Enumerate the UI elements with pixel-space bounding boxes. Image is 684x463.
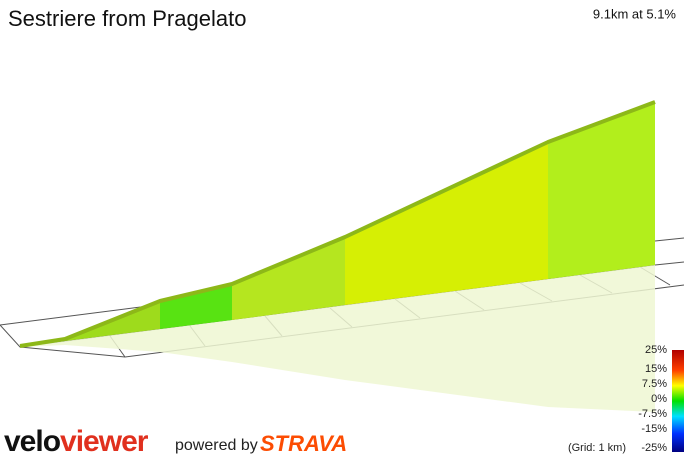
strava-logo: STRAVA xyxy=(260,431,347,456)
scale-label: -25% xyxy=(641,442,667,454)
title: Sestriere from Pragelato xyxy=(8,6,246,31)
scale-label: 25% xyxy=(645,344,667,356)
scale-label: 15% xyxy=(645,363,667,375)
summary: 9.1km at 5.1% xyxy=(593,6,677,21)
scale-label: -7.5% xyxy=(638,408,667,420)
logo-part: viewer xyxy=(60,425,149,458)
scale-label: 0% xyxy=(651,393,667,405)
logo: veloviewer xyxy=(4,425,149,458)
scale-label: -15% xyxy=(641,423,667,435)
powered-by: powered by xyxy=(175,437,258,454)
logo-part: velo xyxy=(4,425,61,458)
scale-label: 7.5% xyxy=(642,378,667,390)
grid-note: (Grid: 1 km) xyxy=(568,442,626,454)
color-scale xyxy=(672,350,684,452)
shadow xyxy=(20,265,655,412)
profile-top xyxy=(19,100,656,348)
profile-segments xyxy=(20,103,655,347)
